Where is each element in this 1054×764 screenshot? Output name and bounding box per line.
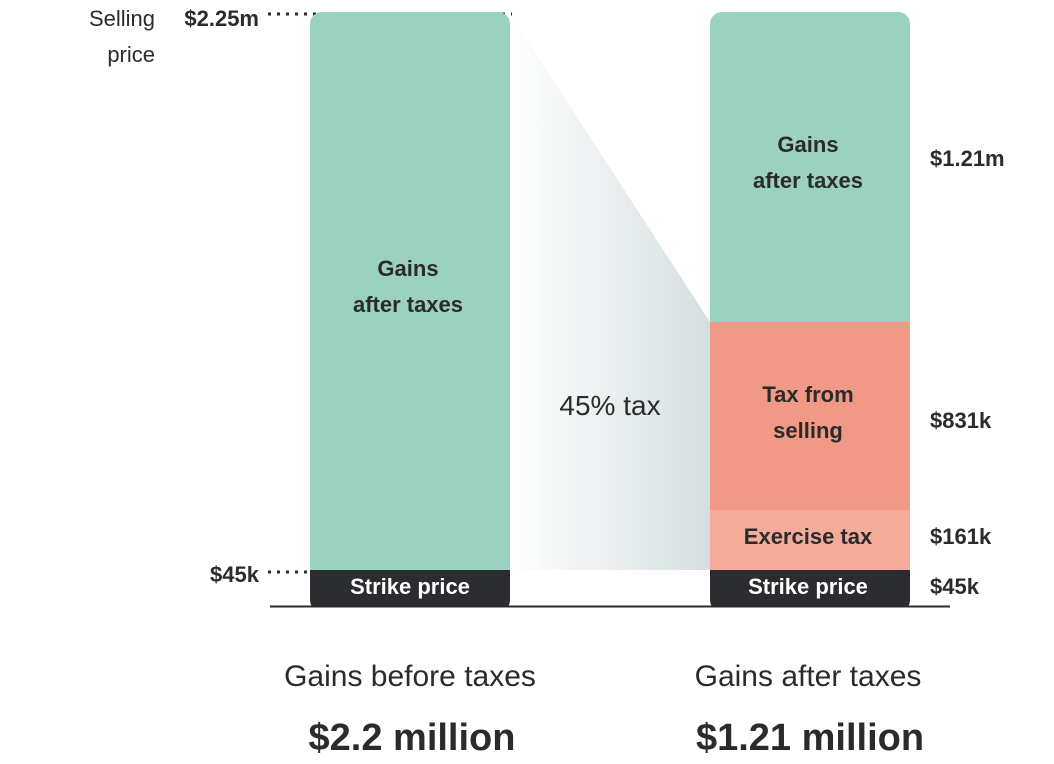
right-selling-tax-segment	[710, 322, 910, 510]
left-strike-segment	[310, 570, 510, 607]
right-selling-tax-label-line1: Tax from	[762, 382, 853, 407]
left-gains-segment	[310, 12, 510, 570]
bar-after-taxes	[710, 12, 910, 607]
left-gains-label-line1: Gains	[377, 256, 438, 281]
selling-price-value: $2.25m	[184, 6, 259, 31]
value-label-strike: $45k	[930, 574, 980, 599]
right-exercise-tax-label: Exercise tax	[744, 524, 873, 549]
value-label-selling-tax: $831k	[930, 408, 992, 433]
left-strike-label: Strike price	[350, 574, 470, 599]
strike-price-value-axis: $45k	[210, 562, 260, 587]
value-label-gains: $1.21m	[930, 146, 1005, 171]
selling-price-label-line1: Selling	[89, 6, 155, 31]
caption-after-taxes: Gains after taxes	[695, 660, 922, 693]
tax-wedge	[510, 14, 710, 570]
right-exercise-tax-segment	[710, 510, 910, 570]
tax-annotation: 45% tax	[559, 390, 660, 421]
right-gains-label-line1: Gains	[777, 132, 838, 157]
left-gains-label-line2: after taxes	[353, 292, 463, 317]
right-strike-segment	[710, 570, 910, 607]
selling-price-label-line2: price	[107, 42, 155, 67]
total-before-taxes: $2.2 million	[309, 717, 516, 759]
right-gains-segment	[710, 12, 910, 322]
caption-before-taxes: Gains before taxes	[284, 660, 536, 693]
right-strike-label: Strike price	[748, 574, 868, 599]
value-label-exercise-tax: $161k	[930, 524, 992, 549]
total-after-taxes: $1.21 million	[696, 717, 924, 759]
right-selling-tax-label-line2: selling	[773, 418, 843, 443]
right-gains-label-line2: after taxes	[753, 168, 863, 193]
bar-before-taxes	[310, 12, 510, 607]
